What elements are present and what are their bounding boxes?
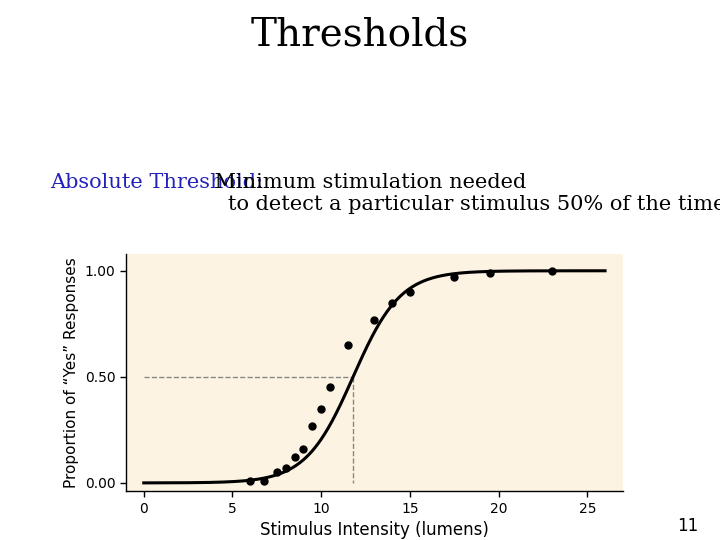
Point (271, 468, 282, 477)
Text: Thresholds: Thresholds (251, 16, 469, 53)
Point (404, 288, 415, 296)
Point (484, 268, 495, 277)
Point (546, 266, 557, 275)
Point (244, 476, 256, 485)
X-axis label: Stimulus Intensity (lumens): Stimulus Intensity (lumens) (260, 522, 489, 539)
Y-axis label: Proportion of “Yes” Responses: Proportion of “Yes” Responses (64, 257, 79, 488)
Point (280, 464, 292, 472)
Text: 11: 11 (677, 517, 698, 535)
Point (297, 444, 309, 453)
Point (449, 273, 460, 281)
Text: Minimum stimulation needed
   to detect a particular stimulus 50% of the time.: Minimum stimulation needed to detect a p… (207, 173, 720, 214)
Point (369, 315, 380, 324)
Point (342, 341, 354, 349)
Point (387, 298, 398, 307)
Point (289, 453, 300, 462)
Point (324, 383, 336, 392)
Point (258, 476, 270, 485)
Point (315, 404, 327, 413)
Text: Absolute Threshold:: Absolute Threshold: (50, 173, 264, 192)
Point (307, 421, 318, 430)
